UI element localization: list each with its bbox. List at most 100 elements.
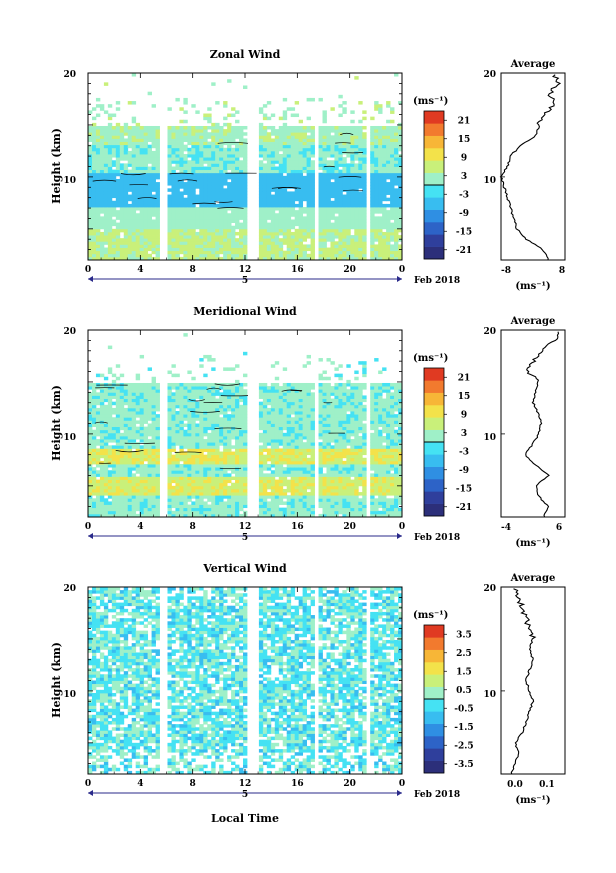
heatmap-cell bbox=[179, 407, 184, 412]
heatmap-cell bbox=[219, 228, 224, 233]
heatmap-cell bbox=[294, 241, 300, 245]
heatmap-cell bbox=[95, 495, 101, 499]
heatmap-cell bbox=[306, 182, 311, 186]
heatmap-cell bbox=[203, 445, 208, 449]
heatmap-cell bbox=[151, 172, 156, 177]
heatmap-cell bbox=[342, 219, 347, 223]
heatmap-cell bbox=[135, 457, 141, 462]
heatmap-cell bbox=[207, 451, 212, 456]
heatmap-cell bbox=[239, 253, 244, 258]
heatmap-cell bbox=[167, 172, 172, 177]
heatmap-cell bbox=[270, 175, 276, 180]
heatmap-cell bbox=[127, 382, 133, 387]
heatmap-cell bbox=[370, 125, 375, 130]
heatmap-cell bbox=[195, 207, 200, 211]
heatmap-cell bbox=[215, 485, 220, 490]
x-tick-label: 0 bbox=[399, 265, 405, 275]
heatmap-cell bbox=[262, 216, 268, 220]
heatmap-cell bbox=[107, 175, 113, 180]
heatmap-cell bbox=[326, 125, 331, 130]
heatmap-cell bbox=[235, 470, 240, 474]
heatmap-cell bbox=[398, 188, 403, 192]
heatmap-cell bbox=[294, 185, 300, 189]
heatmap-cell bbox=[171, 213, 176, 217]
heatmap-cell bbox=[266, 166, 272, 171]
heatmap-cell bbox=[394, 225, 399, 230]
heatmap-cell bbox=[207, 417, 212, 421]
heatmap-cell bbox=[290, 219, 296, 223]
heatmap-cell bbox=[322, 135, 327, 139]
heatmap-cell bbox=[115, 228, 121, 233]
heatmap-cell bbox=[266, 247, 272, 252]
heatmap-cell bbox=[390, 178, 395, 183]
heatmap-cell bbox=[179, 411, 184, 415]
heatmap-cell bbox=[354, 182, 359, 186]
heatmap-cell bbox=[91, 141, 97, 146]
heatmap-cell bbox=[243, 241, 248, 245]
heatmap-cell bbox=[183, 411, 188, 415]
heatmap-cell bbox=[207, 382, 212, 387]
heatmap-cell bbox=[88, 200, 93, 205]
heatmap-cell bbox=[266, 448, 272, 452]
heatmap-cell bbox=[346, 241, 351, 245]
heatmap-cell bbox=[183, 382, 188, 387]
heatmap-cell bbox=[175, 404, 180, 409]
heatmap-cell bbox=[107, 411, 113, 415]
heatmap-cell bbox=[282, 97, 288, 102]
heatmap-cell bbox=[151, 504, 156, 509]
heatmap-cell bbox=[119, 132, 125, 136]
heatmap-cell bbox=[258, 495, 264, 499]
heatmap-cell bbox=[151, 222, 156, 227]
heatmap-cell bbox=[270, 470, 276, 474]
heatmap-cell bbox=[147, 470, 152, 474]
heatmap-cell bbox=[207, 166, 212, 171]
heatmap-cell bbox=[131, 178, 137, 183]
heatmap-cell bbox=[330, 154, 335, 158]
heatmap-cell bbox=[243, 85, 248, 89]
heatmap-cell bbox=[239, 448, 244, 452]
heatmap-cell bbox=[171, 241, 176, 245]
heatmap-cell bbox=[219, 513, 224, 518]
heatmap-cell bbox=[350, 238, 355, 242]
heatmap-cell bbox=[282, 169, 288, 174]
heatmap-cell bbox=[191, 150, 196, 155]
zonal-xticks: 0 4 8 12 16 20 05 Feb 2018 bbox=[85, 73, 460, 286]
heatmap-cell bbox=[91, 157, 97, 161]
heatmap-cell bbox=[135, 247, 141, 252]
heatmap-cell bbox=[386, 216, 391, 220]
heatmap-cell bbox=[115, 235, 121, 239]
heatmap-cell bbox=[115, 445, 121, 449]
heatmap-cell bbox=[179, 404, 184, 409]
heatmap-cell bbox=[191, 147, 196, 152]
heatmap-cell bbox=[310, 222, 315, 227]
heatmap-cell bbox=[195, 513, 200, 518]
heatmap-cell bbox=[282, 175, 288, 180]
heatmap-cell bbox=[207, 358, 212, 362]
heatmap-cell bbox=[127, 154, 133, 158]
heatmap-cell bbox=[243, 231, 248, 236]
heatmap-cell bbox=[294, 147, 300, 152]
heatmap-cell bbox=[243, 125, 248, 130]
heatmap-cell bbox=[91, 435, 97, 440]
heatmap-cell bbox=[147, 411, 152, 415]
heatmap-cell bbox=[215, 448, 220, 452]
heatmap-cell bbox=[294, 213, 300, 217]
heatmap-cell bbox=[167, 194, 172, 199]
heatmap-cell bbox=[390, 256, 395, 261]
heatmap-cell bbox=[111, 132, 117, 136]
heatmap-cell bbox=[151, 379, 156, 384]
heatmap-cell bbox=[115, 169, 121, 174]
heatmap-cell bbox=[123, 386, 129, 390]
heatmap-cell bbox=[139, 219, 145, 223]
heatmap-cell bbox=[211, 507, 216, 512]
heatmap-cell bbox=[203, 185, 208, 189]
heatmap-cell bbox=[131, 135, 137, 139]
heatmap-cell bbox=[179, 222, 184, 227]
heatmap-cell bbox=[243, 414, 248, 418]
heatmap-cell bbox=[143, 188, 149, 192]
heatmap-cell bbox=[382, 207, 387, 211]
heatmap-cell bbox=[103, 445, 109, 449]
heatmap-cell bbox=[334, 141, 339, 146]
heatmap-cell bbox=[294, 175, 300, 180]
heatmap-cell bbox=[175, 442, 180, 446]
